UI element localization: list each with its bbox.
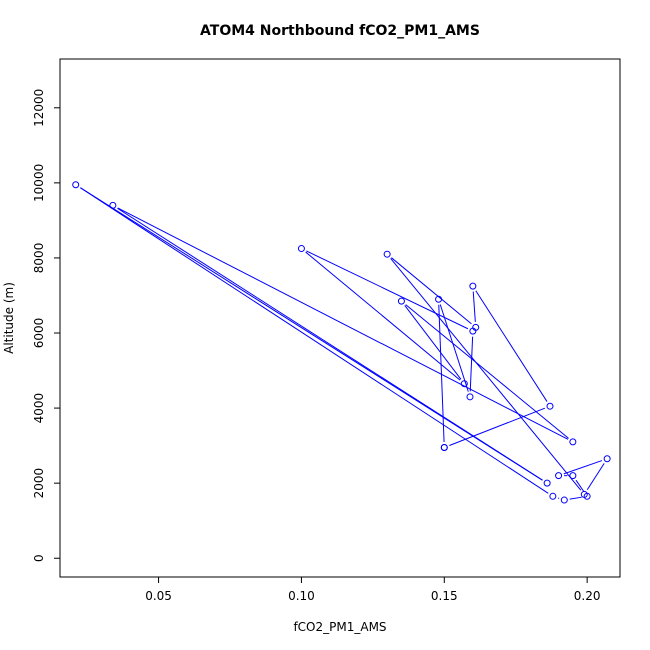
- series-segment: [117, 207, 569, 440]
- series-segment: [438, 304, 445, 443]
- data-point: [72, 181, 80, 189]
- chart-title: ATOM4 Northbound fCO2_PM1_AMS: [200, 23, 480, 39]
- x-axis: 0.05 0.10 0.15 0.20: [145, 577, 601, 603]
- series-points: [72, 181, 611, 504]
- series-segment: [586, 463, 605, 491]
- series-segment: [472, 291, 476, 322]
- y-tick-label: 4000: [32, 393, 46, 424]
- data-point: [397, 297, 405, 305]
- series-segment: [449, 407, 546, 446]
- data-point: [583, 492, 591, 500]
- series-segment: [390, 258, 582, 491]
- y-tick-label: 8000: [32, 243, 46, 274]
- data-point: [466, 393, 474, 401]
- series-segment: [563, 460, 603, 475]
- series-segment: [475, 290, 548, 402]
- y-tick-label: 12000: [32, 89, 46, 127]
- data-point: [469, 282, 477, 290]
- data-point: [460, 380, 468, 388]
- series-segment: [80, 187, 549, 494]
- y-tick-label: 10000: [32, 164, 46, 202]
- series-segment: [305, 251, 461, 381]
- data-point: [569, 472, 577, 480]
- y-tick-label: 6000: [32, 318, 46, 349]
- data-point: [383, 250, 391, 258]
- series-segment: [575, 479, 585, 493]
- plot-frame: [59, 58, 621, 578]
- data-point: [555, 472, 563, 480]
- x-tick-label: 0.05: [145, 589, 172, 603]
- data-point: [440, 444, 448, 451]
- x-tick-label: 0.20: [574, 589, 601, 603]
- y-axis: 0 2000 4000 6000 8000 10000 12000: [32, 89, 60, 562]
- x-tick-label: 0.15: [431, 589, 458, 603]
- series-lines: [80, 187, 605, 500]
- series-segment: [405, 304, 569, 439]
- series-segment: [391, 257, 472, 325]
- data-point: [297, 245, 305, 253]
- x-tick-label: 0.10: [288, 589, 315, 603]
- data-point: [435, 295, 443, 303]
- y-axis-label: Altitude (m): [2, 282, 16, 354]
- x-axis-label: fCO2_PM1_AMS: [293, 620, 386, 634]
- series-segment: [569, 496, 582, 500]
- data-point: [549, 492, 557, 500]
- y-tick-label: 2000: [32, 468, 46, 499]
- series-segment: [306, 250, 469, 330]
- data-point: [569, 438, 577, 446]
- data-point: [469, 327, 477, 335]
- series-segment: [117, 207, 543, 481]
- data-point: [603, 455, 611, 463]
- series-segment: [404, 305, 462, 380]
- series-segment: [469, 336, 474, 392]
- data-point: [543, 479, 551, 487]
- data-point: [560, 496, 568, 504]
- series-segment: [439, 304, 469, 392]
- data-point: [109, 201, 117, 209]
- data-point: [546, 402, 554, 410]
- y-tick-label: 0: [32, 554, 46, 562]
